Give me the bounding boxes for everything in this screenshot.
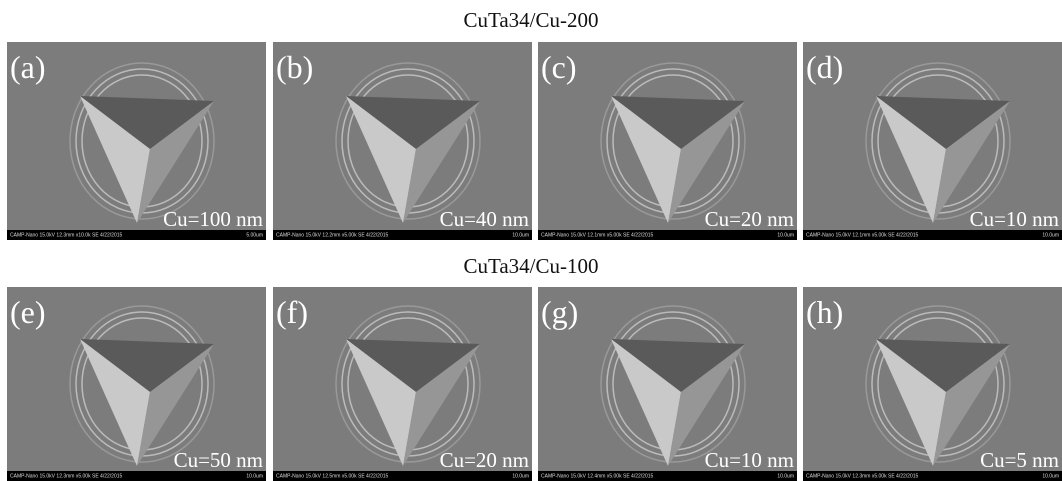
panel-label: (f) <box>276 294 308 330</box>
panel-label: (g) <box>541 294 578 330</box>
scale-label: 10.0um <box>246 474 263 480</box>
panel-caption: Cu=40 nm <box>440 207 529 231</box>
scale-label: 10.0um <box>512 233 529 239</box>
panel-label: (c) <box>541 49 577 85</box>
sem-info: CAMP-Nano 15.0kV 12.2mm x5.00k SE 4/22/2… <box>276 233 389 239</box>
scale-label: 10.0um <box>777 474 794 480</box>
row-title: CuTa34/Cu-100 <box>463 254 598 278</box>
sem-info: CAMP-Nano 15.0kV 12.3mm x10.0k SE 4/22/2… <box>10 233 123 239</box>
sem-info: CAMP-Nano 15.0kV 12.4mm x5.00k SE 4/22/2… <box>541 474 654 480</box>
sem-panel: CAMP-Nano 15.0kV 12.1mm x5.00k SE 4/22/2… <box>803 42 1062 240</box>
scale-label: 10.0um <box>777 233 794 239</box>
panel-label: (b) <box>276 49 313 85</box>
scale-label: 10.0um <box>512 474 529 480</box>
panel-caption: Cu=10 nm <box>970 207 1059 231</box>
sem-panel: CAMP-Nano 15.0kV 12.1mm x5.00k SE 4/22/2… <box>538 42 797 240</box>
panel-caption: Cu=20 nm <box>440 448 529 472</box>
scale-label: 5.00um <box>246 233 263 239</box>
sem-info: CAMP-Nano 15.0kV 12.3mm x5.00k SE 4/22/2… <box>10 474 123 480</box>
sem-info: CAMP-Nano 15.0kV 12.3mm x5.00k SE 4/22/2… <box>806 474 919 480</box>
sem-info: CAMP-Nano 15.0kV 12.1mm x5.00k SE 4/22/2… <box>806 233 919 239</box>
panel-label: (h) <box>806 294 843 330</box>
panel-caption: Cu=10 nm <box>705 448 794 472</box>
sem-panel: CAMP-Nano 15.0kV 12.3mm x5.00k SE 4/22/2… <box>7 287 266 481</box>
panel-caption: Cu=100 nm <box>163 207 263 231</box>
sem-panel: CAMP-Nano 15.0kV 12.2mm x5.00k SE 4/22/2… <box>273 42 532 240</box>
panel-caption: Cu=20 nm <box>705 207 794 231</box>
panel-label: (a) <box>10 49 46 85</box>
figure: CuTa34/Cu-200 CAMP-Nano 15.0kV 12.3mm x10… <box>0 0 1062 481</box>
sem-panel: CAMP-Nano 15.0kV 12.3mm x5.00k SE 4/22/2… <box>803 287 1062 481</box>
panel-label: (d) <box>806 49 843 85</box>
sem-info: CAMP-Nano 15.0kV 12.5mm x5.00k SE 4/22/2… <box>276 474 389 480</box>
panel-label: (e) <box>10 294 46 330</box>
scale-label: 10.0um <box>1042 474 1059 480</box>
row-title: CuTa34/Cu-200 <box>463 8 598 32</box>
scale-label: 10.0um <box>1042 233 1059 239</box>
panel-caption: Cu=5 nm <box>980 448 1059 472</box>
panel-caption: Cu=50 nm <box>174 448 263 472</box>
sem-info: CAMP-Nano 15.0kV 12.1mm x5.00k SE 4/22/2… <box>541 233 654 239</box>
sem-panel: CAMP-Nano 15.0kV 12.4mm x5.00k SE 4/22/2… <box>538 287 797 481</box>
sem-panel: CAMP-Nano 15.0kV 12.5mm x5.00k SE 4/22/2… <box>273 287 532 481</box>
sem-panel: CAMP-Nano 15.0kV 12.3mm x10.0k SE 4/22/2… <box>7 42 266 240</box>
